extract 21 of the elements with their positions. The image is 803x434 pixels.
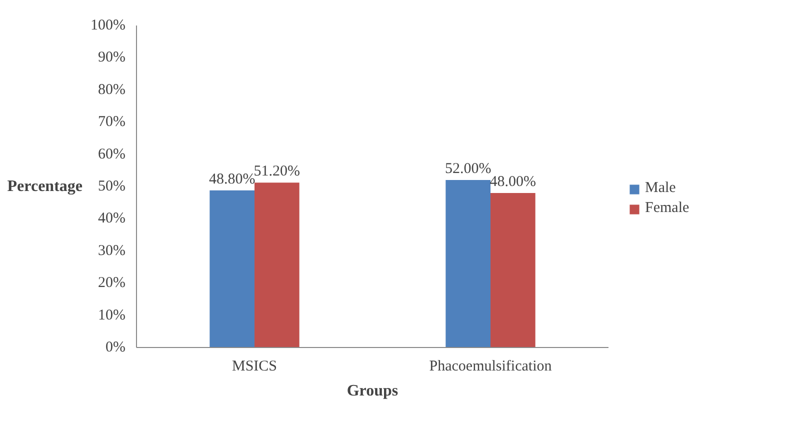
- y-tick-label: 100%: [90, 18, 126, 34]
- y-tick-label: 50%: [98, 178, 126, 194]
- y-tick-label: 30%: [98, 242, 126, 259]
- y-tick-label: 0%: [106, 340, 126, 356]
- data-label: 52.00%: [444, 161, 492, 178]
- x-tick-label: Phacoemulsification: [429, 358, 552, 374]
- y-tick-label: 20%: [98, 275, 126, 292]
- x-axis-title: Groups: [346, 382, 398, 400]
- data-label: 48.00%: [490, 174, 536, 190]
- y-tick-label: 40%: [98, 210, 126, 227]
- y-tick-label: 10%: [98, 307, 126, 324]
- y-tick-label: 80%: [98, 82, 126, 98]
- legend-label: Female: [645, 200, 690, 217]
- y-tick-label: 90%: [98, 50, 126, 66]
- x-tick-label: MSICS: [232, 358, 278, 374]
- y-tick-label: 70%: [98, 114, 126, 130]
- data-label: 51.20%: [254, 164, 300, 180]
- legend-label: Male: [645, 180, 676, 197]
- y-tick-label: 60%: [98, 146, 126, 162]
- data-label: 48.80%: [208, 171, 256, 188]
- y-axis-title: Percentage: [7, 178, 83, 195]
